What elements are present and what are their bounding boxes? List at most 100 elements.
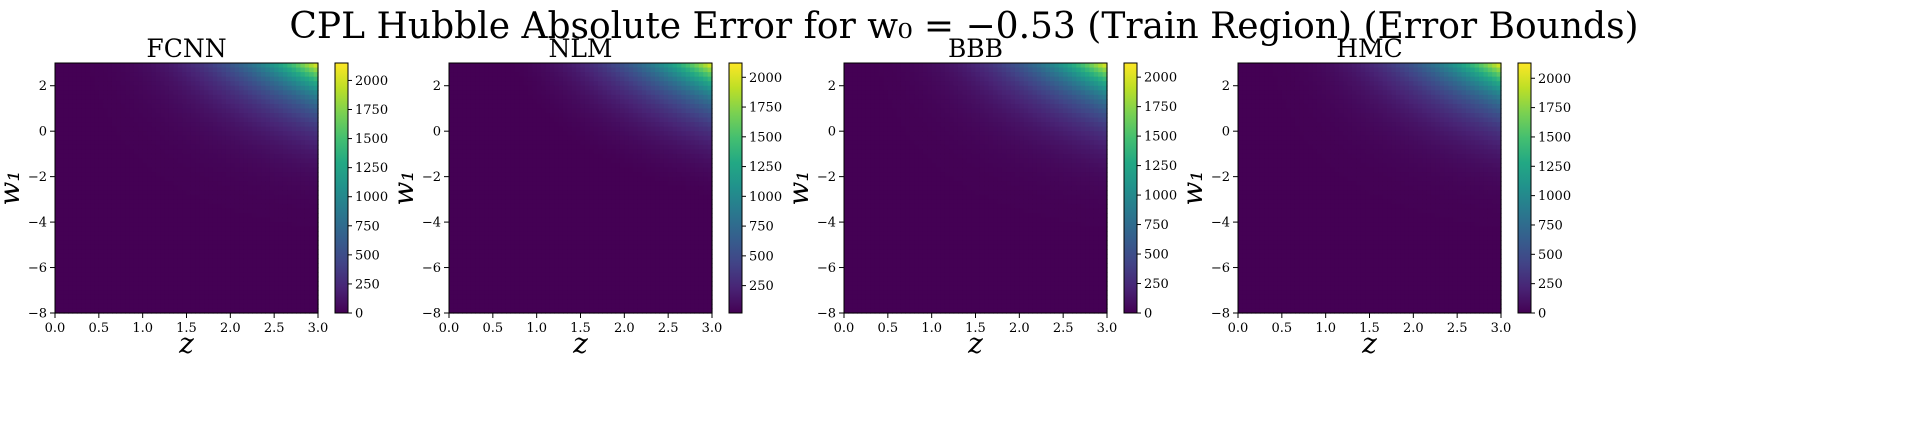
heatmap-cell <box>142 303 148 310</box>
heatmap-cell <box>103 213 109 219</box>
heatmap-cell <box>278 258 284 264</box>
heatmap-cell <box>63 272 69 278</box>
heatmap-cell <box>497 76 503 82</box>
heatmap-cell <box>466 126 472 132</box>
heatmap-cell <box>221 240 227 246</box>
heatmap-cell <box>217 185 223 191</box>
heatmap-cell <box>129 299 135 305</box>
heatmap-cell <box>76 303 82 310</box>
heatmap-cell <box>527 131 533 137</box>
heatmap-cell <box>256 190 262 196</box>
heatmap-cell <box>116 135 122 141</box>
heatmap-cell <box>278 213 284 219</box>
heatmap-cell <box>155 149 161 155</box>
heatmap-cell <box>527 153 533 160</box>
heatmap-cell <box>457 294 463 300</box>
heatmap-cell <box>120 72 126 78</box>
heatmap-cell <box>261 276 266 282</box>
heatmap-cell <box>492 172 498 178</box>
heatmap-cell <box>287 303 293 310</box>
heatmap-cell <box>142 81 148 87</box>
heatmap-cell <box>523 190 529 196</box>
heatmap-cell <box>304 140 310 146</box>
heatmap-cell <box>313 253 319 260</box>
heatmap-cell <box>120 67 126 73</box>
heatmap-cell <box>173 163 179 169</box>
heatmap-cell <box>190 263 196 269</box>
heatmap-cell <box>125 249 131 255</box>
heatmap-cell <box>225 181 231 187</box>
heatmap-cell <box>510 244 516 250</box>
heatmap-cell <box>76 285 82 291</box>
heatmap-cell <box>291 285 297 291</box>
heatmap-cell <box>225 144 231 150</box>
heatmap-cell <box>479 190 485 196</box>
heatmap-cell <box>90 231 96 237</box>
heatmap-cell <box>492 149 498 155</box>
heatmap-cell <box>510 208 516 214</box>
heatmap-cell <box>470 199 476 205</box>
heatmap-cell <box>81 144 87 150</box>
heatmap-cell <box>274 244 280 250</box>
heatmap-cell <box>519 213 525 219</box>
heatmap-cell <box>470 240 476 246</box>
heatmap-cell <box>212 217 218 223</box>
heatmap-cell <box>59 153 65 160</box>
heatmap-cell <box>247 253 253 260</box>
heatmap-cell <box>453 163 459 169</box>
heatmap-cell <box>466 276 472 282</box>
heatmap-cell <box>186 308 192 314</box>
heatmap-cell <box>111 76 117 82</box>
heatmap-cell <box>541 140 547 146</box>
heatmap-cell <box>282 108 288 114</box>
heatmap-cell <box>304 253 310 260</box>
heatmap-cell <box>212 185 218 191</box>
heatmap-cell <box>208 299 214 305</box>
heatmap-cell <box>177 217 183 223</box>
heatmap-cell <box>208 235 214 241</box>
heatmap-cell <box>243 185 249 191</box>
heatmap-cell <box>274 108 280 114</box>
heatmap-cell <box>449 294 454 300</box>
heatmap-cell <box>168 240 174 246</box>
heatmap-cell <box>514 285 520 291</box>
heatmap-cell <box>252 85 258 91</box>
heatmap-cell <box>98 153 104 160</box>
heatmap-cell <box>505 85 511 91</box>
heatmap-cell <box>208 281 214 287</box>
heatmap-cell <box>554 113 560 119</box>
heatmap-cell <box>116 113 122 119</box>
heatmap-cell <box>129 290 135 296</box>
heatmap-cell <box>199 303 205 310</box>
heatmap-cell <box>199 81 205 87</box>
heatmap-cell <box>576 231 582 237</box>
heatmap-cell <box>111 185 117 191</box>
heatmap-cell <box>545 294 551 300</box>
heatmap-cell <box>221 113 227 119</box>
heatmap-cell <box>72 222 78 228</box>
heatmap-cell <box>168 113 174 119</box>
heatmap-cell <box>304 185 310 191</box>
heatmap-cell <box>164 299 170 305</box>
heatmap-cell <box>116 94 122 100</box>
heatmap-cell <box>462 244 468 250</box>
heatmap-cell <box>94 267 100 273</box>
heatmap-cell <box>147 303 153 310</box>
heatmap-cell <box>164 249 170 255</box>
heatmap-cell <box>107 131 113 137</box>
heatmap-cell <box>510 135 516 141</box>
heatmap-cell <box>164 122 170 128</box>
heatmap-cell <box>164 190 170 196</box>
heatmap-cell <box>239 299 245 305</box>
heatmap-cell <box>261 131 266 137</box>
heatmap-cell <box>195 167 201 173</box>
heatmap-cell <box>309 213 315 219</box>
heatmap-cell <box>532 299 538 305</box>
heatmap-cell <box>208 213 214 219</box>
y-tick-label: −6 <box>28 261 47 276</box>
y-tick-label: 2 <box>39 79 47 94</box>
heatmap-cell <box>278 285 284 291</box>
heatmap-cell <box>142 90 148 96</box>
heatmap-cell <box>142 263 148 269</box>
heatmap-cell <box>155 117 161 123</box>
